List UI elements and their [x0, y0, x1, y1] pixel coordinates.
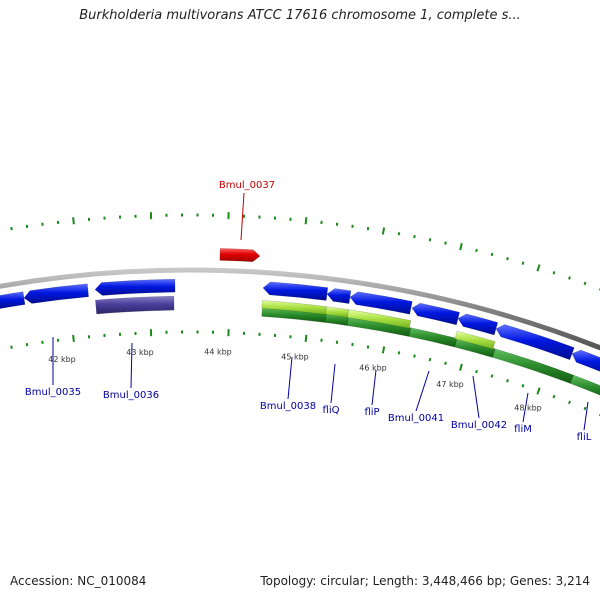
gene-label-bmul-0041[interactable]: Bmul_0041 [388, 413, 444, 424]
inner-minor-tick [444, 361, 447, 366]
leader-bmul-0036 [130, 342, 133, 389]
genes-label: Genes: [509, 574, 552, 588]
inner-minor-tick [490, 374, 494, 378]
inner-major-tick [304, 334, 308, 342]
gene-label-fliq[interactable]: fliQ [323, 405, 340, 416]
inner-major-tick [72, 334, 75, 343]
chromosome-backbone [0, 267, 600, 351]
scale-label: 46 kbp [359, 363, 387, 372]
inner-major-tick [381, 346, 386, 354]
inner-minor-tick [583, 406, 587, 411]
topology-value: circular [320, 574, 365, 588]
outer-minor-tick [413, 234, 416, 239]
leader-bmul-0042 [472, 375, 480, 419]
feature-dark-4[interactable] [408, 327, 458, 348]
outer-minor-tick [475, 248, 478, 253]
outer-minor-tick [552, 271, 556, 275]
topology-label: Topology: [260, 574, 317, 588]
leader-bmul-0037 [240, 192, 245, 241]
outer-minor-tick [490, 252, 494, 257]
outer-major-tick [304, 217, 308, 225]
accession-info: Accession: NC_010084 [10, 574, 146, 588]
gene-label-bmul-0042[interactable]: Bmul_0042 [451, 420, 507, 431]
length-label: Length: [372, 574, 419, 588]
gene-arrow-reverse-5[interactable] [326, 288, 352, 304]
feature-light-2[interactable] [325, 306, 349, 318]
inner-minor-tick [552, 394, 556, 399]
inner-minor-tick [521, 384, 525, 388]
outer-minor-tick [444, 241, 447, 245]
gene-arrow-reverse-1[interactable] [0, 291, 26, 309]
feature-light-4[interactable] [454, 330, 496, 350]
outer-tick-track [10, 212, 600, 291]
leader-fliq [330, 363, 336, 404]
gene-arrow-reverse-10[interactable] [571, 349, 600, 375]
genome-stats: Topology: circular; Length: 3,448,466 bp… [260, 574, 590, 588]
length-value: 3,448,466 bp [421, 574, 502, 588]
inner-tick-track [10, 329, 600, 417]
gene-label-flil[interactable]: fliL [577, 432, 592, 443]
gene-label-flim[interactable]: fliM [514, 424, 532, 435]
gene-arrow-reverse-7[interactable] [411, 302, 460, 326]
gene-track [0, 248, 600, 375]
scale-labels: 42 kbp 43 kbp 44 kbp 45 kbp 46 kbp 47 kbp 48 k… [48, 347, 542, 412]
inner-minor-tick [506, 379, 509, 383]
scale-label: 48 kbp [514, 404, 542, 413]
gene-arrow-reverse-3[interactable] [94, 278, 176, 296]
inner-minor-tick [413, 354, 416, 358]
feature-light-3[interactable] [347, 309, 412, 329]
accession-label: Accession: [10, 574, 74, 588]
outer-minor-tick [428, 238, 432, 242]
leader-flip [371, 369, 377, 406]
gene-label-bmul-0035[interactable]: Bmul_0035 [25, 387, 81, 398]
feature-track [261, 300, 600, 399]
outer-minor-tick [506, 256, 509, 261]
gene-labels: Bmul_0037 Bmul_0035 Bmul_0036 Bmul_0038 fliQ… [25, 180, 592, 443]
inner-minor-tick [397, 351, 401, 355]
outer-minor-tick [568, 276, 571, 280]
scale-label: 43 kbp [126, 348, 154, 357]
accession-value: NC_010084 [77, 574, 147, 588]
inner-minor-tick [475, 369, 478, 374]
outer-minor-tick [397, 232, 401, 236]
gene-arrow-reverse-4[interactable] [262, 281, 329, 301]
inner-minor-tick [366, 345, 370, 349]
gene-arrow-reverse-2[interactable] [23, 283, 89, 304]
gene-block-bmul-0036-pseudo[interactable] [95, 295, 175, 315]
gene-label-bmul-0037[interactable]: Bmul_0037 [219, 180, 275, 191]
leader-flil [583, 401, 589, 431]
feature-dark-6[interactable] [492, 348, 574, 384]
leader-bmul-0038 [287, 356, 293, 400]
leader-bmul-0041 [415, 370, 430, 412]
scale-label: 42 kbp [48, 355, 76, 364]
inner-minor-tick [568, 400, 571, 405]
genes-value: 3,214 [555, 574, 590, 588]
inner-major-tick [536, 387, 541, 395]
outer-major-tick [459, 243, 463, 251]
gene-label-flip[interactable]: fliP [364, 407, 379, 418]
scale-label: 44 kbp [204, 347, 232, 356]
outer-minor-tick [521, 261, 525, 265]
gene-arrow-reverse-6[interactable] [349, 291, 413, 315]
leader-flim [522, 392, 529, 423]
gene-arrow-reverse-9[interactable] [495, 324, 575, 361]
inner-minor-tick [428, 357, 432, 362]
feature-dark-7[interactable] [570, 374, 600, 399]
gene-arrow-reverse-8[interactable] [457, 313, 499, 336]
map-title: Burkholderia multivorans ATCC 17616 chro… [79, 8, 521, 23]
outer-major-tick [381, 227, 386, 235]
gene-arrow-bmul-0037[interactable] [219, 248, 261, 262]
scale-label: 47 kbp [436, 380, 464, 389]
scale-label: 45 kbp [281, 352, 309, 361]
outer-minor-tick [583, 281, 587, 286]
outer-major-tick [536, 264, 541, 272]
gene-label-bmul-0036[interactable]: Bmul_0036 [103, 390, 159, 401]
inner-minor-tick [10, 345, 13, 349]
outer-major-tick [72, 217, 75, 225]
feature-light-1[interactable] [261, 300, 327, 315]
gene-label-bmul-0038[interactable]: Bmul_0038 [260, 401, 316, 412]
inner-major-tick [459, 363, 463, 371]
